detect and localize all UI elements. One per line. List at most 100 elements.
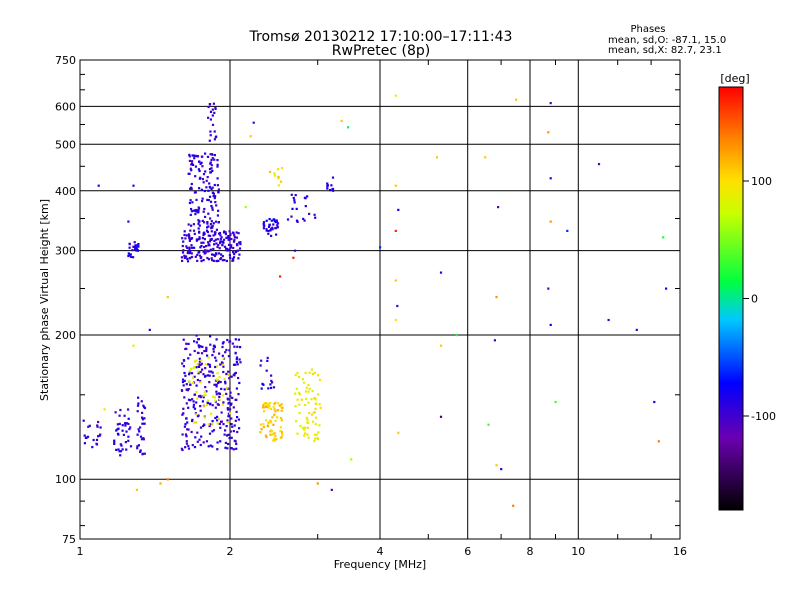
data-point xyxy=(185,440,188,443)
data-point xyxy=(234,440,237,443)
data-point xyxy=(193,375,196,378)
data-point xyxy=(215,204,218,207)
data-point xyxy=(299,424,302,427)
data-point xyxy=(166,296,169,299)
data-point xyxy=(197,414,200,417)
data-point xyxy=(203,405,206,408)
data-point xyxy=(129,255,133,258)
data-point xyxy=(208,432,212,435)
data-point xyxy=(143,406,146,409)
data-point xyxy=(298,403,301,406)
data-point xyxy=(210,220,213,223)
data-point xyxy=(191,398,194,401)
data-point xyxy=(263,224,266,227)
data-point xyxy=(215,259,218,263)
data-point xyxy=(188,248,191,251)
data-point xyxy=(211,430,214,433)
data-point xyxy=(200,359,203,362)
data-point xyxy=(220,240,223,243)
data-point xyxy=(269,383,272,386)
data-point xyxy=(275,219,278,222)
data-point xyxy=(294,373,297,377)
data-point xyxy=(439,271,443,274)
data-point xyxy=(136,445,139,448)
data-point xyxy=(280,403,283,406)
data-point xyxy=(209,162,212,165)
data-point xyxy=(181,237,184,240)
data-point xyxy=(181,244,184,248)
data-point xyxy=(135,246,138,249)
data-point xyxy=(187,388,190,391)
data-point xyxy=(203,394,206,397)
data-point xyxy=(132,256,135,259)
data-point xyxy=(273,413,276,416)
data-point xyxy=(188,371,191,374)
data-point xyxy=(186,251,189,254)
data-point xyxy=(207,225,210,228)
data-point xyxy=(295,207,298,210)
data-point xyxy=(127,417,130,420)
data-point xyxy=(331,188,334,191)
data-point xyxy=(314,423,317,426)
data-point xyxy=(331,176,335,179)
data-point xyxy=(308,212,311,215)
data-point xyxy=(294,405,297,408)
data-point xyxy=(292,256,295,259)
data-point xyxy=(547,131,550,134)
data-point xyxy=(232,448,235,451)
data-point xyxy=(300,398,303,401)
data-point xyxy=(121,429,124,432)
data-point xyxy=(142,404,145,407)
data-point xyxy=(198,177,201,180)
data-point xyxy=(210,158,213,162)
data-point xyxy=(209,217,212,220)
data-point xyxy=(267,387,270,390)
data-point xyxy=(211,224,214,227)
data-point xyxy=(554,400,557,404)
data-point xyxy=(347,126,350,129)
data-point xyxy=(259,423,262,426)
data-point xyxy=(215,228,218,231)
data-point xyxy=(238,427,241,430)
data-point xyxy=(301,426,305,429)
data-point xyxy=(308,371,311,374)
data-point xyxy=(185,342,188,345)
data-point xyxy=(314,216,317,219)
data-point xyxy=(192,406,195,409)
data-point xyxy=(135,488,138,491)
data-point xyxy=(189,256,192,259)
data-point xyxy=(230,423,233,426)
data-point xyxy=(188,238,192,241)
data-point xyxy=(202,259,205,262)
data-point xyxy=(238,253,241,256)
data-point xyxy=(277,177,280,180)
x-tick-label: 8 xyxy=(527,545,534,558)
data-point xyxy=(183,379,186,382)
data-point xyxy=(211,114,214,117)
data-point xyxy=(317,431,320,434)
data-point xyxy=(316,438,319,441)
data-point xyxy=(215,393,218,396)
y-tick-labels: 75 100 200 300 400 500 600 750 xyxy=(55,54,76,546)
data-point xyxy=(181,448,184,452)
colorbar-ticks: 100 0 -100 xyxy=(743,175,776,423)
data-point xyxy=(236,363,239,366)
data-point xyxy=(221,362,224,365)
data-point xyxy=(210,167,213,170)
data-point xyxy=(235,447,238,450)
data-point xyxy=(205,440,208,443)
data-point xyxy=(313,371,317,374)
data-point xyxy=(197,363,200,366)
data-point xyxy=(262,222,265,225)
data-point xyxy=(209,118,212,121)
data-point xyxy=(184,237,187,240)
data-point xyxy=(269,433,272,436)
data-point xyxy=(217,380,220,383)
data-point xyxy=(218,395,221,398)
data-point xyxy=(303,219,306,222)
data-point xyxy=(209,223,212,226)
data-point xyxy=(183,230,186,233)
data-point xyxy=(215,359,218,362)
data-point xyxy=(207,445,210,448)
